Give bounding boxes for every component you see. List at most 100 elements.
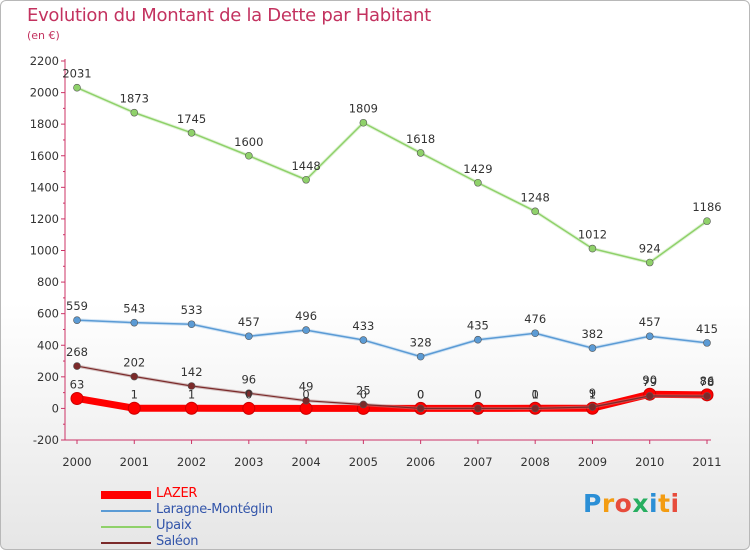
data-label-LAZER: 1 [589,387,596,401]
series-point-Laragne-Montéglin [302,326,310,334]
data-label-Saléon: 268 [66,345,88,359]
series-point-Laragne-Montéglin [588,344,597,352]
y-tick-label: 1400 [30,180,59,194]
logo-letter: P [583,489,602,518]
data-label-Laragne-Montéglin: 415 [696,322,718,336]
data-label-Laragne-Montéglin: 533 [181,303,203,317]
series-point-Upaix [645,258,654,267]
series-point-Saléon [359,400,368,409]
series-point-Upaix [474,178,482,187]
data-label-Laragne-Montéglin: 328 [410,336,432,350]
series-point-Upaix [588,244,597,253]
y-tick-label: 0 [52,401,59,415]
logo-letter: x [632,489,649,518]
x-tick-label: 2011 [692,455,721,469]
legend-swatch [101,510,151,512]
series-point-Laragne-Montéglin [73,316,81,324]
logo-letter: o [614,489,633,518]
data-label-Laragne-Montéglin: 435 [467,319,489,333]
series-point-Upaix [359,118,368,127]
data-label-LAZER: 63 [70,377,85,391]
y-tick-label: 1000 [30,244,59,258]
data-label-Upaix: 1248 [521,190,550,204]
x-tick-label: 2010 [635,455,664,469]
data-label-Saléon: 202 [123,356,145,370]
data-label-Saléon: 0 [474,387,481,401]
y-tick-label: 600 [37,307,59,321]
data-label-Upaix: 1448 [291,159,320,173]
data-label-Laragne-Montéglin: 543 [123,302,145,316]
series-line-Upaix [76,86,708,264]
legend-label: Upaix [156,518,192,533]
data-label-Upaix: 1012 [578,228,607,242]
logo-letter: t [658,489,671,518]
data-label-Laragne-Montéglin: 457 [639,315,661,329]
series-point-Saléon [416,404,425,413]
x-tick-label: 2004 [291,455,320,469]
series-point-Upaix [130,108,139,117]
y-tick-label: 1800 [30,117,59,131]
proxiti-logo: Proxiti [583,489,680,518]
data-label-LAZER: 86 [700,374,715,388]
series-point-LAZER [127,401,141,415]
data-label-LAZER: 90 [642,373,657,387]
data-label-LAZER: 0 [360,387,367,401]
x-tick-label: 2003 [234,455,263,469]
chart-subtitle: (en €) [27,29,60,42]
series-point-Laragne-Montéglin [531,329,539,338]
data-label-LAZER: 0 [302,387,309,401]
data-label-Saléon: 79 [642,375,657,389]
series-point-Saléon [302,396,310,405]
data-label-Upaix: 1600 [234,135,263,149]
logo-letter: i [670,489,680,518]
x-tick-label: 2008 [521,455,550,469]
legend-swatch [101,526,151,528]
x-tick-label: 2009 [578,455,607,469]
series-point-Saléon [187,382,196,390]
x-tick-label: 2007 [463,455,492,469]
data-label-Laragne-Montéglin: 559 [66,299,88,313]
logo-letter: i [649,489,659,518]
series-point-LAZER [185,401,199,415]
series-point-Laragne-Montéglin [416,352,425,361]
series-point-Laragne-Montéglin [187,320,196,329]
y-tick-label: 1200 [30,212,59,226]
series-line-halo [76,86,709,265]
y-tick-label: 1600 [30,149,59,163]
y-tick-label: 800 [37,275,59,289]
data-label-Saléon: 78 [700,375,715,389]
data-label-LAZER: 0 [474,387,481,401]
series-point-Laragne-Montéglin [245,332,253,341]
data-label-Upaix: 924 [639,242,661,256]
data-label-Upaix: 2031 [62,67,91,81]
y-tick-label: 200 [37,370,59,384]
data-label-Saléon: 49 [299,380,314,394]
series-point-Saléon [130,372,139,381]
series-point-Saléon [73,362,81,370]
data-label-Laragne-Montéglin: 496 [295,309,317,323]
series-line-Saléon [76,365,708,410]
data-label-Upaix: 1873 [120,92,149,106]
data-label-Laragne-Montéglin: 382 [581,327,603,341]
series-point-Upaix [302,175,310,184]
data-label-Upaix: 1186 [692,200,721,214]
series-line-halo [76,364,708,411]
data-label-Laragne-Montéglin: 433 [352,319,374,333]
series-point-Upaix [73,83,81,92]
series-point-Laragne-Montéglin [703,339,711,347]
series-point-Saléon [703,392,711,400]
data-label-Laragne-Montéglin: 476 [524,312,546,326]
logo-letter: r [601,489,615,518]
x-tick-label: 2002 [177,455,206,469]
series-point-Saléon [645,392,654,400]
data-label-Upaix: 1745 [177,112,206,126]
series-line-halo [76,318,708,359]
x-tick-label: 2001 [120,455,149,469]
x-tick-label: 2005 [349,455,378,469]
y-tick-label: -200 [33,433,59,447]
legend-label: Saléon [156,534,199,549]
data-label-Saléon: 0 [532,387,539,401]
series-line-Laragne-Montéglin [76,319,708,358]
